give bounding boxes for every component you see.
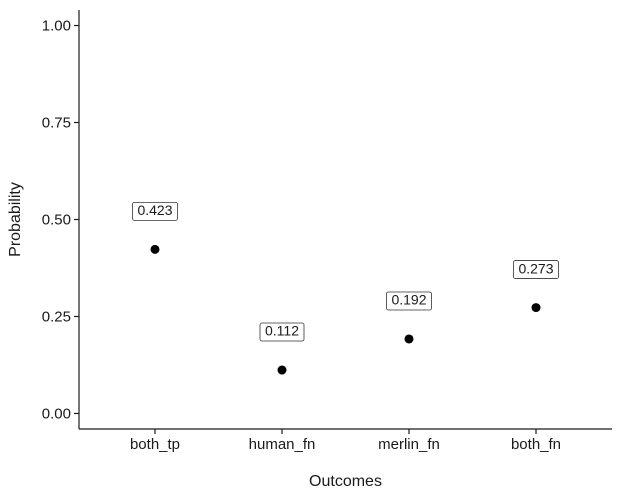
data-label-box	[259, 322, 305, 342]
data-label-box	[386, 291, 432, 311]
data-labels: 0.423 0.112 0.192 0.273	[132, 201, 559, 342]
data-label-box	[132, 201, 178, 221]
x-axis: both_tp human_fn merlin_fn both_fn	[79, 428, 612, 453]
data-point	[531, 303, 541, 313]
data-label: 0.423	[132, 201, 178, 221]
data-label-text: 0.192	[391, 292, 426, 308]
x-axis-title: Outcomes	[309, 473, 382, 490]
data-label: 0.192	[386, 291, 432, 311]
data-label: 0.273	[513, 260, 559, 279]
y-tick-label: 0.00	[42, 405, 71, 422]
data-label-text: 0.273	[518, 260, 553, 276]
y-axis: 0.00 0.25 0.50 0.75 1.00	[42, 10, 80, 429]
data-label: 0.112	[259, 322, 305, 342]
x-tick-label: merlin_fn	[378, 436, 440, 453]
data-point	[277, 365, 287, 375]
x-tick-label: both_fn	[511, 436, 561, 453]
data-point	[150, 244, 160, 254]
y-tick-label: 0.50	[42, 212, 71, 229]
x-tick-label: both_tp	[130, 436, 180, 453]
data-label-box	[513, 260, 559, 279]
y-tick-label: 0.25	[42, 308, 71, 325]
data-points	[150, 244, 541, 375]
x-tick-label: human_fn	[249, 436, 316, 453]
y-axis-title: Probability	[7, 182, 24, 257]
y-tick-label: 0.75	[42, 115, 71, 132]
data-label-text: 0.112	[265, 323, 299, 339]
data-label-text: 0.423	[137, 202, 172, 218]
y-tick-label: 1.00	[42, 18, 71, 35]
data-point	[404, 334, 414, 344]
